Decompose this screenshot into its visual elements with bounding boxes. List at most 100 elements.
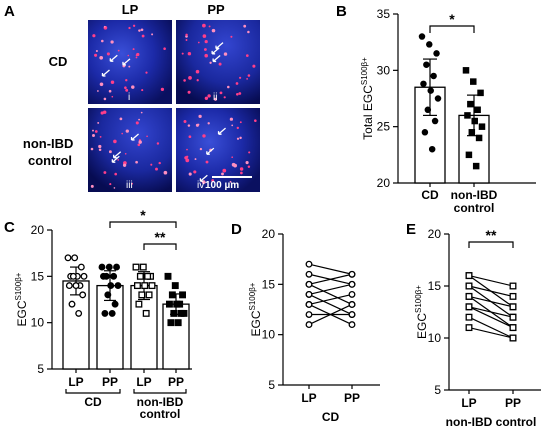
signal-dot bbox=[197, 41, 200, 44]
signal-dot bbox=[132, 48, 135, 51]
signal-dot bbox=[94, 53, 98, 57]
signal-dot bbox=[199, 147, 203, 151]
signal-dot bbox=[187, 90, 191, 94]
data-point bbox=[107, 282, 115, 290]
signal-dot bbox=[205, 160, 209, 164]
arrow-icon bbox=[130, 133, 139, 141]
signal-dot bbox=[100, 111, 104, 115]
signal-dot bbox=[117, 159, 120, 161]
x-tick-label: LP bbox=[136, 375, 151, 389]
signal-dot bbox=[138, 29, 141, 32]
data-point bbox=[142, 309, 150, 317]
pair-line bbox=[468, 327, 514, 339]
signal-dot bbox=[103, 97, 107, 101]
data-point bbox=[173, 300, 181, 308]
signal-dot bbox=[114, 172, 118, 176]
data-point bbox=[418, 33, 426, 40]
signal-dot bbox=[111, 95, 114, 98]
data-point bbox=[465, 282, 473, 290]
y-tick-label: 10 bbox=[428, 331, 442, 345]
group-bracket bbox=[133, 389, 187, 394]
x-tick-label: PP bbox=[168, 375, 184, 389]
data-point bbox=[71, 254, 79, 262]
signal-dot bbox=[202, 23, 206, 28]
arrow-icon bbox=[101, 69, 110, 77]
data-point bbox=[305, 280, 313, 288]
signal-dot bbox=[247, 165, 251, 169]
signal-dot bbox=[135, 56, 138, 59]
signal-dot bbox=[128, 26, 131, 30]
y-tick-label: 5 bbox=[37, 362, 44, 376]
signal-dot bbox=[239, 167, 244, 171]
data-point bbox=[472, 162, 480, 170]
x-axis-label: CD bbox=[322, 410, 340, 424]
data-point bbox=[424, 106, 432, 114]
signal-dot bbox=[245, 161, 249, 165]
arrow-icon bbox=[206, 147, 215, 155]
signal-dot bbox=[187, 51, 192, 56]
signal-dot bbox=[183, 79, 186, 82]
signal-dot bbox=[235, 82, 239, 85]
signal-dot bbox=[204, 96, 209, 101]
signal-dot bbox=[97, 90, 99, 92]
signal-dot bbox=[186, 148, 188, 151]
signal-dot bbox=[124, 86, 127, 89]
signal-dot bbox=[188, 172, 192, 176]
data-point bbox=[68, 300, 76, 308]
signal-dot bbox=[208, 25, 211, 28]
y-tick-label: 35 bbox=[377, 7, 391, 21]
panel-letter-d: D bbox=[231, 221, 242, 238]
data-point bbox=[462, 67, 470, 74]
data-point bbox=[79, 291, 87, 299]
y-axis-label: EGCS100β+ bbox=[248, 282, 263, 336]
signal-dot bbox=[240, 171, 243, 175]
signal-dot bbox=[183, 120, 187, 123]
chart-e: 5 10 15 20 EGCS100β+ LP PP non-IBD control ** bbox=[414, 227, 541, 429]
signal-dot bbox=[229, 180, 232, 183]
signal-dot bbox=[99, 82, 104, 87]
data-point bbox=[305, 270, 313, 278]
signal-dot bbox=[246, 78, 248, 80]
data-point bbox=[465, 272, 473, 280]
arrow-icon bbox=[211, 47, 220, 55]
x-tick-label: LP bbox=[301, 391, 316, 405]
tile-label-iv: iv bbox=[197, 180, 204, 191]
pair-line bbox=[468, 316, 514, 339]
data-point bbox=[465, 292, 473, 300]
signal-dot bbox=[239, 76, 242, 79]
x-tick-label: control bbox=[454, 201, 495, 215]
signal-dot bbox=[110, 80, 115, 85]
signal-dot bbox=[185, 39, 188, 41]
y-tick-label: 15 bbox=[262, 277, 276, 291]
signal-dot bbox=[98, 144, 102, 149]
pair-line bbox=[308, 303, 353, 326]
signal-dot bbox=[207, 122, 210, 125]
signal-dot bbox=[181, 52, 184, 55]
pair-line bbox=[308, 293, 353, 316]
signal-dot bbox=[187, 124, 191, 127]
signal-dot bbox=[128, 65, 131, 68]
data-point bbox=[139, 263, 147, 271]
signal-dot bbox=[239, 136, 242, 140]
arrow-icon bbox=[111, 155, 120, 163]
signal-dot bbox=[141, 89, 144, 92]
signal-dot bbox=[185, 33, 188, 37]
signal-dot bbox=[150, 163, 153, 166]
pair-line bbox=[308, 283, 353, 306]
data-point bbox=[421, 129, 429, 136]
data-point bbox=[478, 123, 486, 130]
group-label: control bbox=[140, 407, 181, 421]
signal-dot bbox=[95, 49, 98, 53]
pair-line bbox=[468, 275, 514, 287]
micrograph-panel: LP PP CD non-IBD control i ii iii iv 100… bbox=[23, 2, 260, 192]
micro-col-label-pp: PP bbox=[207, 2, 225, 17]
micrograph-tile-cd-lp bbox=[88, 20, 172, 104]
scale-bar-label: 100 µm bbox=[205, 180, 239, 191]
signal-dot bbox=[135, 121, 139, 125]
signal-dot bbox=[141, 34, 145, 38]
signal-dot bbox=[110, 40, 114, 44]
data-point bbox=[113, 263, 120, 271]
signal-dot bbox=[146, 135, 148, 138]
tile-label-i: i bbox=[128, 92, 130, 103]
y-axis-label: EGCS100β+ bbox=[14, 272, 29, 326]
